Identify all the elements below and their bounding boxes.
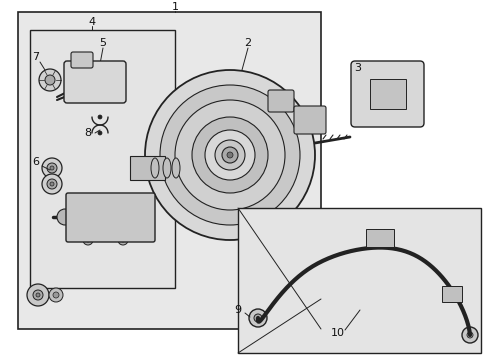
Circle shape xyxy=(47,163,57,173)
Circle shape xyxy=(360,71,364,75)
Circle shape xyxy=(98,115,102,119)
Circle shape xyxy=(53,292,59,298)
Circle shape xyxy=(407,68,417,78)
Circle shape xyxy=(145,70,314,240)
Ellipse shape xyxy=(163,158,171,178)
Text: 9: 9 xyxy=(234,305,241,315)
Bar xyxy=(30,30,175,288)
Circle shape xyxy=(45,75,55,85)
Circle shape xyxy=(298,112,305,118)
Text: 4: 4 xyxy=(88,17,95,27)
Circle shape xyxy=(42,158,62,178)
Bar xyxy=(365,229,393,247)
FancyBboxPatch shape xyxy=(64,61,126,103)
Bar xyxy=(441,286,461,302)
Circle shape xyxy=(80,58,84,63)
Text: 6: 6 xyxy=(32,157,40,167)
Text: 7: 7 xyxy=(32,52,40,62)
Bar xyxy=(369,79,405,109)
Ellipse shape xyxy=(151,158,159,178)
Circle shape xyxy=(49,288,63,302)
Circle shape xyxy=(39,69,61,91)
Text: 8: 8 xyxy=(84,128,91,138)
Circle shape xyxy=(410,113,414,117)
FancyBboxPatch shape xyxy=(66,193,155,242)
Circle shape xyxy=(222,147,238,163)
Circle shape xyxy=(98,131,102,135)
FancyBboxPatch shape xyxy=(267,90,293,112)
Circle shape xyxy=(357,68,367,78)
Circle shape xyxy=(304,114,315,126)
Circle shape xyxy=(226,152,232,158)
Circle shape xyxy=(160,85,299,225)
FancyBboxPatch shape xyxy=(71,52,93,68)
Text: 10: 10 xyxy=(330,328,345,338)
FancyBboxPatch shape xyxy=(350,61,423,127)
Circle shape xyxy=(42,174,62,194)
Circle shape xyxy=(274,95,285,105)
Circle shape xyxy=(466,332,472,338)
FancyBboxPatch shape xyxy=(293,106,325,134)
Text: 3: 3 xyxy=(354,63,361,73)
Circle shape xyxy=(33,290,43,300)
Circle shape xyxy=(47,179,57,189)
Bar xyxy=(238,208,480,353)
Circle shape xyxy=(410,71,414,75)
Circle shape xyxy=(50,182,54,186)
Circle shape xyxy=(357,110,367,120)
Text: 2: 2 xyxy=(244,38,251,48)
Circle shape xyxy=(121,238,125,242)
Circle shape xyxy=(83,235,93,245)
Ellipse shape xyxy=(172,158,180,178)
Circle shape xyxy=(192,117,267,193)
Text: 1: 1 xyxy=(171,2,178,12)
Circle shape xyxy=(36,293,40,297)
Bar xyxy=(18,12,320,329)
Circle shape xyxy=(461,327,477,343)
Circle shape xyxy=(50,166,54,170)
Circle shape xyxy=(248,309,266,327)
Circle shape xyxy=(204,130,254,180)
Circle shape xyxy=(314,112,320,118)
Circle shape xyxy=(215,140,244,170)
Circle shape xyxy=(86,238,90,242)
Circle shape xyxy=(407,110,417,120)
Bar xyxy=(130,156,164,180)
Circle shape xyxy=(118,235,128,245)
Circle shape xyxy=(360,113,364,117)
Circle shape xyxy=(57,209,73,225)
Circle shape xyxy=(77,55,87,65)
Circle shape xyxy=(27,284,49,306)
Circle shape xyxy=(253,314,262,322)
Text: 5: 5 xyxy=(99,38,106,48)
Circle shape xyxy=(175,100,285,210)
